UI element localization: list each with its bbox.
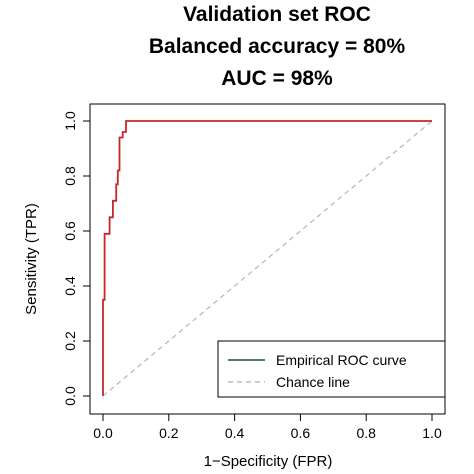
- y-tick-label: 0.4: [62, 276, 78, 296]
- x-tick-label: 0.6: [291, 425, 311, 441]
- y-tick-label: 0.8: [62, 166, 78, 186]
- y-tick-label: 1.0: [62, 111, 78, 131]
- y-tick-label: 0.0: [62, 386, 78, 406]
- y-axis-label: Sensitivity (TPR): [23, 203, 40, 315]
- chart-title-line-3: AUC = 98%: [221, 67, 333, 90]
- legend-box: [217, 340, 446, 398]
- legend-label-chance: Chance line: [276, 374, 350, 390]
- y-tick-label: 0.2: [62, 331, 78, 351]
- x-tick-label: 1.0: [422, 425, 442, 441]
- chart-title-line-1: Validation set ROC: [183, 3, 371, 26]
- series-layer: [102, 120, 433, 397]
- x-axis-label: 1−Specificity (FPR): [204, 453, 333, 470]
- x-tick-label: 0.0: [93, 425, 113, 441]
- y-tick-label: 0.6: [62, 221, 78, 241]
- roc-curve-line: [102, 120, 432, 396]
- x-tick-label: 0.4: [225, 425, 245, 441]
- chart-title-line-2: Balanced accuracy = 80%: [148, 35, 406, 58]
- axes-layer: 0.0 0.2 0.4 0.6 0.8 1.0 0.0 0.2 0.4 0.6 0.8 1.0: [62, 111, 442, 441]
- x-tick-label: 0.8: [356, 425, 376, 441]
- legend: Empirical ROC curve Chance line: [217, 340, 446, 398]
- x-tick-label: 0.2: [159, 425, 179, 441]
- legend-label-roc: Empirical ROC curve: [276, 352, 407, 368]
